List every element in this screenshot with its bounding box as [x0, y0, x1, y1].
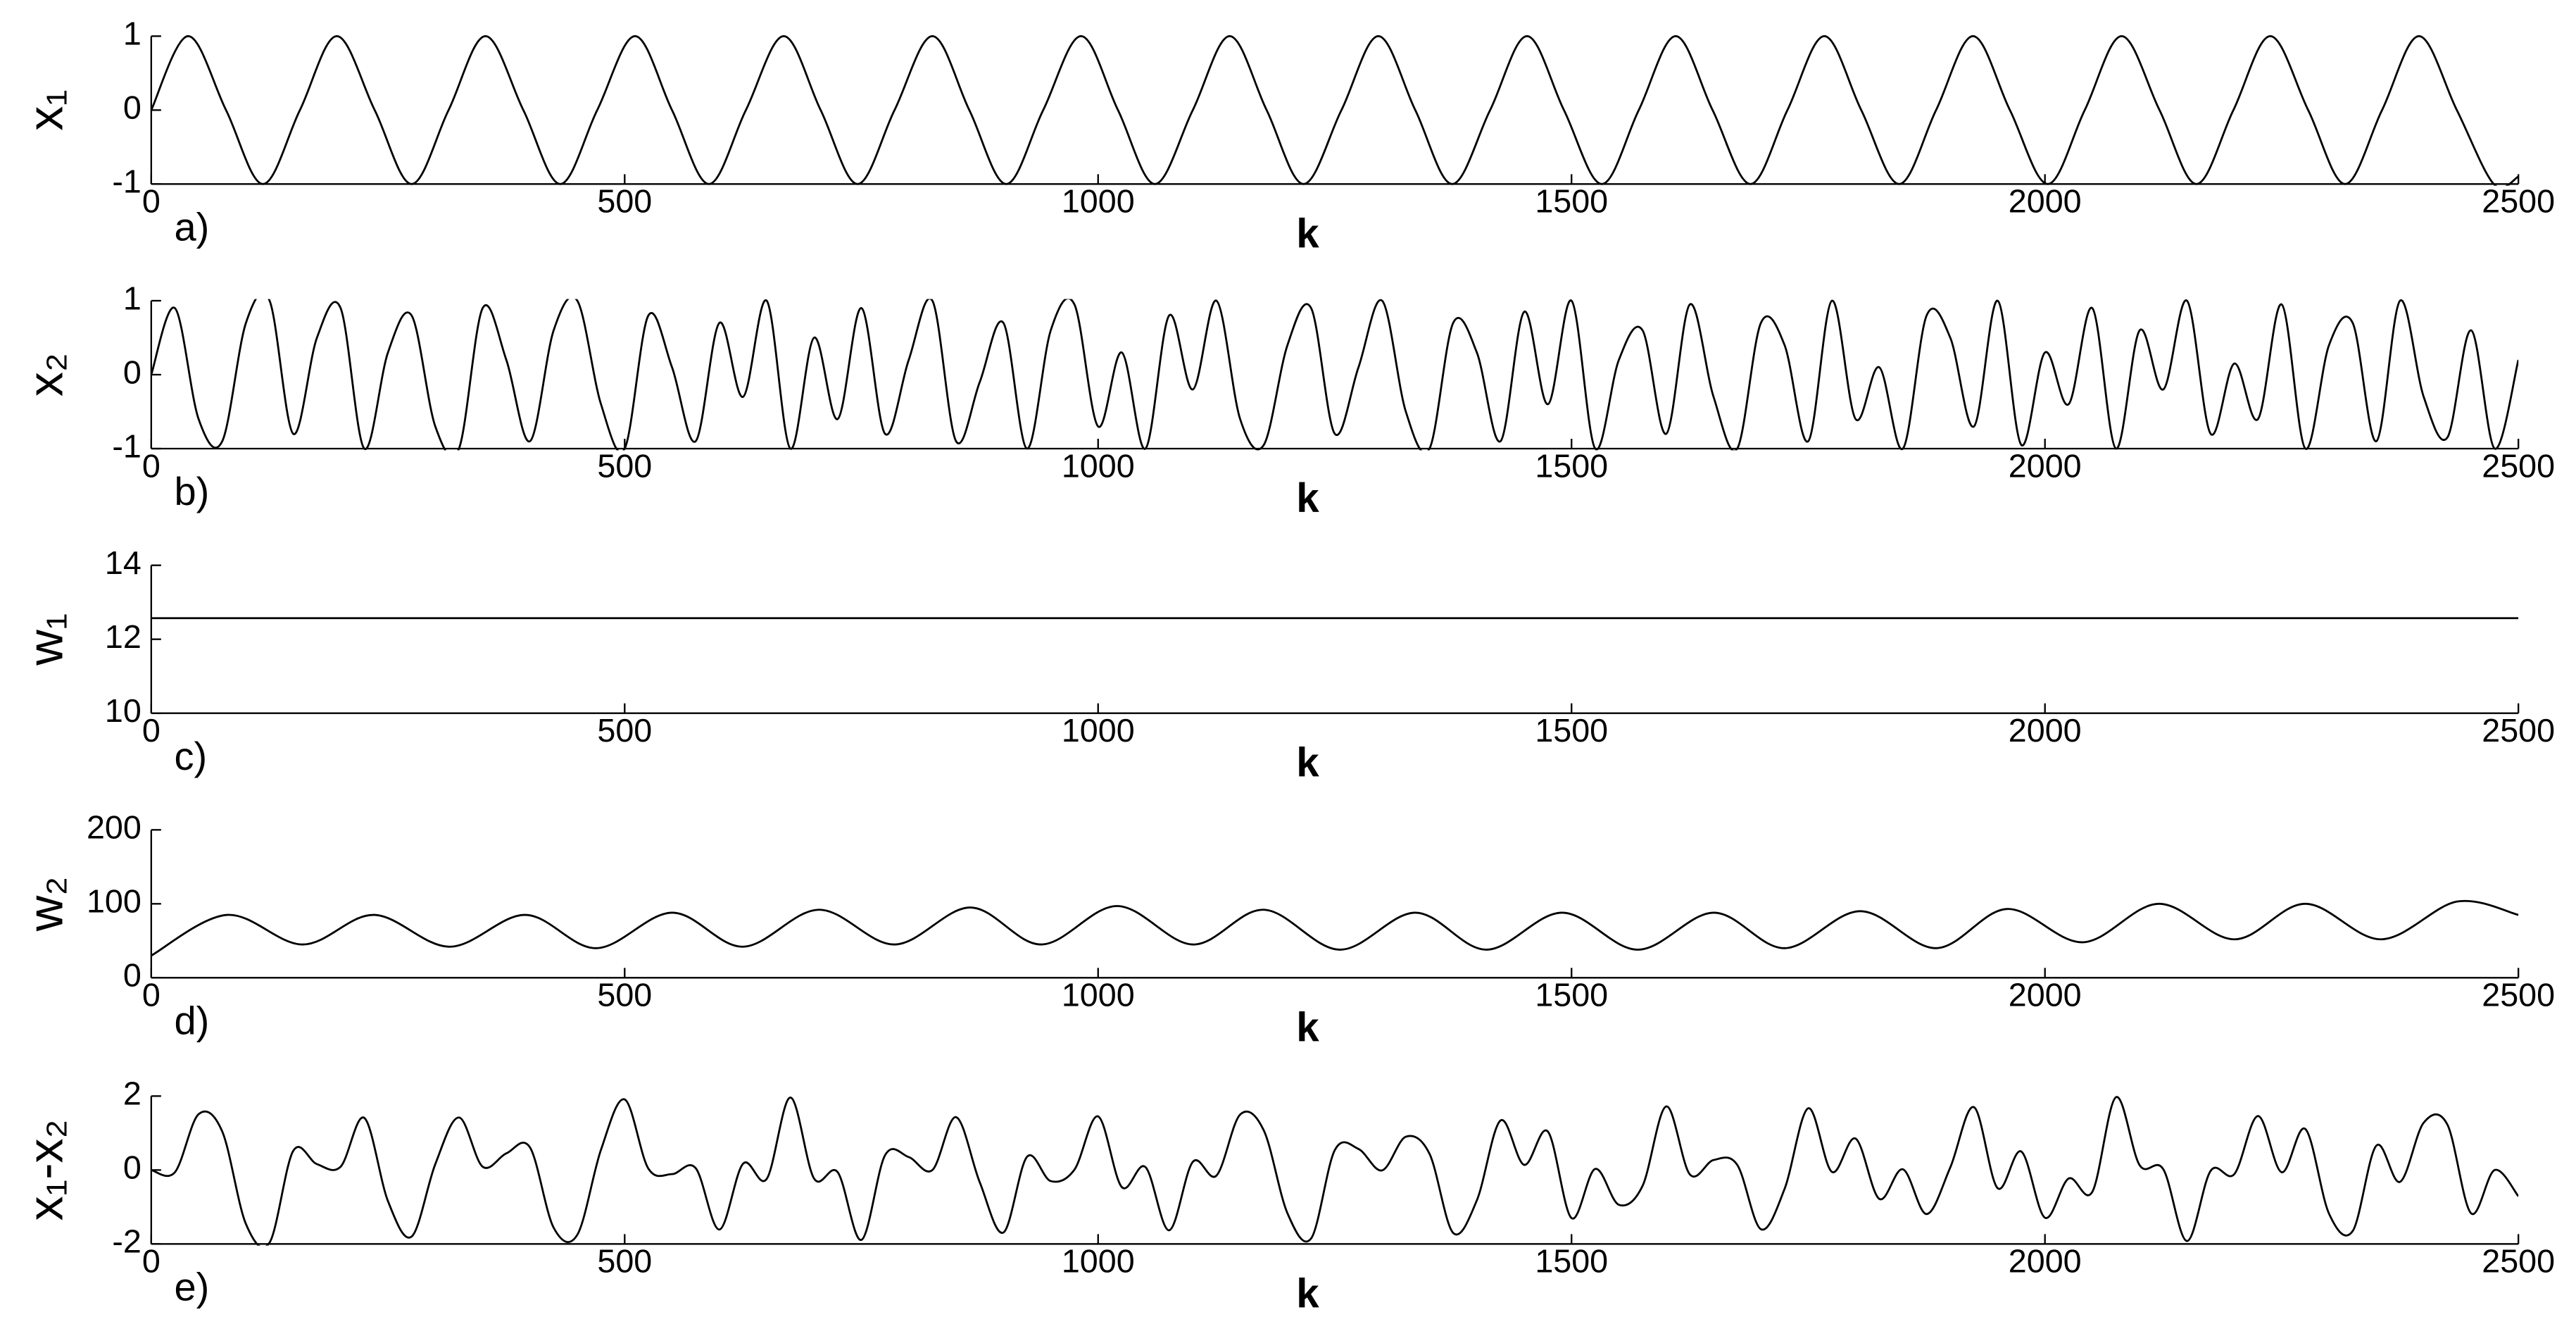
y-tick-label: -1 — [112, 163, 142, 200]
x-tick-label: 2000 — [2009, 977, 2082, 1013]
data-line — [151, 299, 2519, 451]
x-tick-label: 1000 — [1062, 977, 1135, 1013]
x-axis-label: k — [1296, 740, 1319, 786]
x-tick-label: 2500 — [2482, 1243, 2555, 1280]
x-tick-label: 0 — [142, 447, 161, 484]
y-tick-label: 1 — [123, 15, 142, 52]
x-tick-label: 1500 — [1535, 1243, 1608, 1280]
y-tick-label: 2 — [123, 1075, 142, 1112]
x-tick-label: 1000 — [1062, 712, 1135, 749]
x-tick-label: 2500 — [2482, 977, 2555, 1013]
x-tick-label: 0 — [142, 977, 161, 1013]
subplot: 0 500 1000 1500 2000 2500 10 12 14 w₁ k c) — [18, 544, 2555, 786]
x-tick-label: 1000 — [1062, 1243, 1135, 1280]
x-tick-label: 0 — [142, 712, 161, 749]
subplot: 0 500 1000 1500 2000 2500 0 100 200 w₂ k d) — [18, 809, 2555, 1051]
x-axis-label: k — [1296, 211, 1319, 256]
panel-label: c) — [175, 734, 208, 778]
y-tick-label: 100 — [87, 883, 142, 920]
panel-label: d) — [175, 998, 210, 1042]
y-axis-label: w₂ — [18, 876, 73, 932]
x-axis-label: k — [1296, 475, 1319, 521]
x-tick-label: 1000 — [1062, 183, 1135, 220]
y-tick-label: 0 — [123, 1149, 142, 1186]
x-tick-label: 500 — [597, 447, 652, 484]
x-tick-label: 0 — [142, 1243, 161, 1280]
y-tick-label: 14 — [105, 544, 142, 581]
x-tick-label: 2000 — [2009, 712, 2082, 749]
y-tick-label: 200 — [87, 809, 142, 846]
y-tick-label: 0 — [123, 89, 142, 126]
y-tick-label: 0 — [123, 957, 142, 994]
panel-label: a) — [175, 204, 210, 249]
y-tick-label: -1 — [112, 427, 142, 464]
x-tick-label: 1500 — [1535, 977, 1608, 1013]
x-tick-label: 500 — [597, 977, 652, 1013]
x-tick-label: 2500 — [2482, 712, 2555, 749]
data-line — [151, 1096, 2519, 1246]
x-tick-label: 500 — [597, 183, 652, 220]
x-axis-label: k — [1296, 1271, 1319, 1316]
data-line — [151, 35, 2519, 186]
y-axis-label: x₁-x₂ — [18, 1119, 73, 1220]
x-tick-label: 2500 — [2482, 447, 2555, 484]
panel-label: b) — [175, 469, 210, 513]
x-tick-label: 1500 — [1535, 447, 1608, 484]
y-tick-label: 12 — [105, 618, 142, 655]
x-tick-label: 2000 — [2009, 447, 2082, 484]
data-line — [151, 899, 2519, 957]
x-tick-label: 1500 — [1535, 183, 1608, 220]
x-axis-label: k — [1296, 1004, 1319, 1050]
x-tick-label: 0 — [142, 183, 161, 220]
x-tick-label: 2500 — [2482, 183, 2555, 220]
y-axis-label: x₂ — [18, 353, 73, 397]
x-tick-label: 500 — [597, 712, 652, 749]
x-tick-label: 2000 — [2009, 1243, 2082, 1280]
x-tick-label: 2000 — [2009, 183, 2082, 220]
x-tick-label: 500 — [597, 1243, 652, 1280]
y-tick-label: 1 — [123, 280, 142, 316]
panel-label: e) — [175, 1264, 210, 1309]
y-tick-label: -2 — [112, 1223, 142, 1260]
y-axis-label: x₁ — [18, 89, 73, 131]
x-tick-label: 1000 — [1062, 447, 1135, 484]
x-tick-label: 1500 — [1535, 712, 1608, 749]
y-axis-label: w₁ — [18, 613, 73, 666]
y-tick-label: 0 — [123, 354, 142, 390]
y-tick-label: 10 — [105, 692, 142, 729]
